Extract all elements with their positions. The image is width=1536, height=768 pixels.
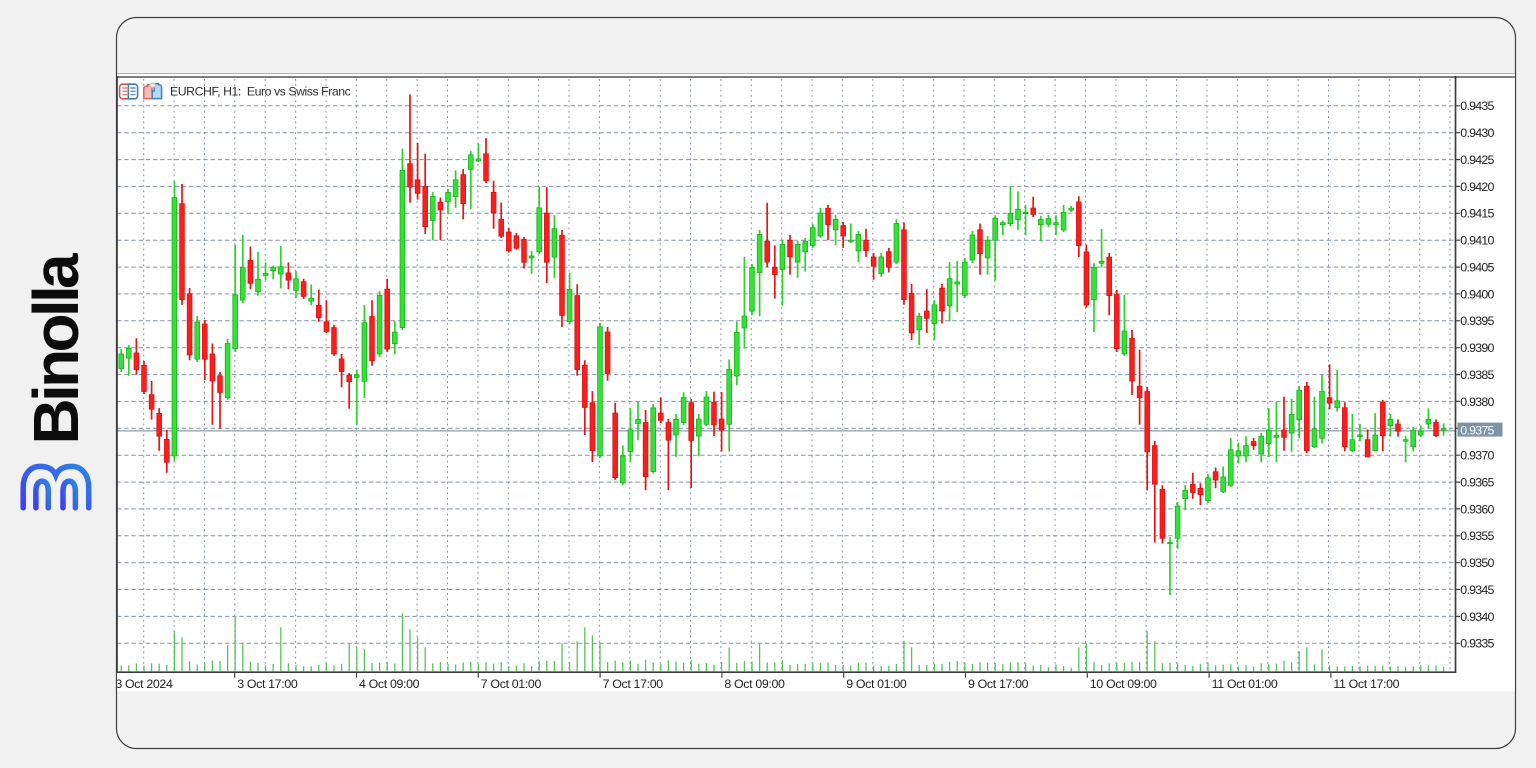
svg-text:0.9415: 0.9415	[1460, 207, 1494, 221]
svg-text:EURCHF, H1: Euro vs Swiss Fra: EURCHF, H1: Euro vs Swiss Franc	[170, 85, 351, 99]
svg-text:11 Oct 17:00: 11 Oct 17:00	[1333, 677, 1399, 691]
svg-text:3 Oct 17:00: 3 Oct 17:00	[237, 677, 298, 691]
svg-text:0.9390: 0.9390	[1460, 341, 1494, 355]
svg-text:0.9380: 0.9380	[1460, 395, 1494, 409]
svg-text:0.9395: 0.9395	[1460, 314, 1494, 328]
svg-text:8 Oct 09:00: 8 Oct 09:00	[724, 677, 785, 691]
svg-text:9 Oct 17:00: 9 Oct 17:00	[968, 677, 1029, 691]
svg-text:0.9425: 0.9425	[1460, 153, 1494, 167]
svg-text:0.9365: 0.9365	[1460, 475, 1494, 489]
svg-text:9 Oct 01:00: 9 Oct 01:00	[846, 677, 907, 691]
svg-text:0.9350: 0.9350	[1460, 556, 1494, 570]
svg-text:0.9430: 0.9430	[1460, 126, 1494, 140]
svg-text:0.9410: 0.9410	[1460, 234, 1494, 248]
svg-text:0.9400: 0.9400	[1460, 287, 1494, 301]
svg-text:4 Oct 09:00: 4 Oct 09:00	[359, 677, 420, 691]
svg-text:Binolla: Binolla	[20, 253, 92, 445]
svg-text:0.9360: 0.9360	[1460, 502, 1494, 516]
svg-text:11 Oct 01:00: 11 Oct 01:00	[1212, 677, 1278, 691]
svg-text:3 Oct 2024: 3 Oct 2024	[115, 677, 173, 691]
svg-text:0.9435: 0.9435	[1460, 99, 1494, 113]
svg-text:7 Oct 17:00: 7 Oct 17:00	[603, 677, 664, 691]
svg-text:0.9345: 0.9345	[1460, 583, 1494, 597]
svg-text:0.9385: 0.9385	[1460, 368, 1494, 382]
svg-text:7 Oct 01:00: 7 Oct 01:00	[481, 677, 542, 691]
svg-text:0.9420: 0.9420	[1460, 180, 1494, 194]
svg-text:0.9370: 0.9370	[1460, 449, 1494, 463]
svg-text:0.9355: 0.9355	[1460, 529, 1494, 543]
svg-text:0.9335: 0.9335	[1460, 637, 1494, 651]
svg-text:10 Oct 09:00: 10 Oct 09:00	[1090, 677, 1157, 691]
svg-text:0.9405: 0.9405	[1460, 260, 1494, 274]
svg-text:0.9340: 0.9340	[1460, 610, 1494, 624]
svg-text:0.9375: 0.9375	[1460, 424, 1494, 438]
